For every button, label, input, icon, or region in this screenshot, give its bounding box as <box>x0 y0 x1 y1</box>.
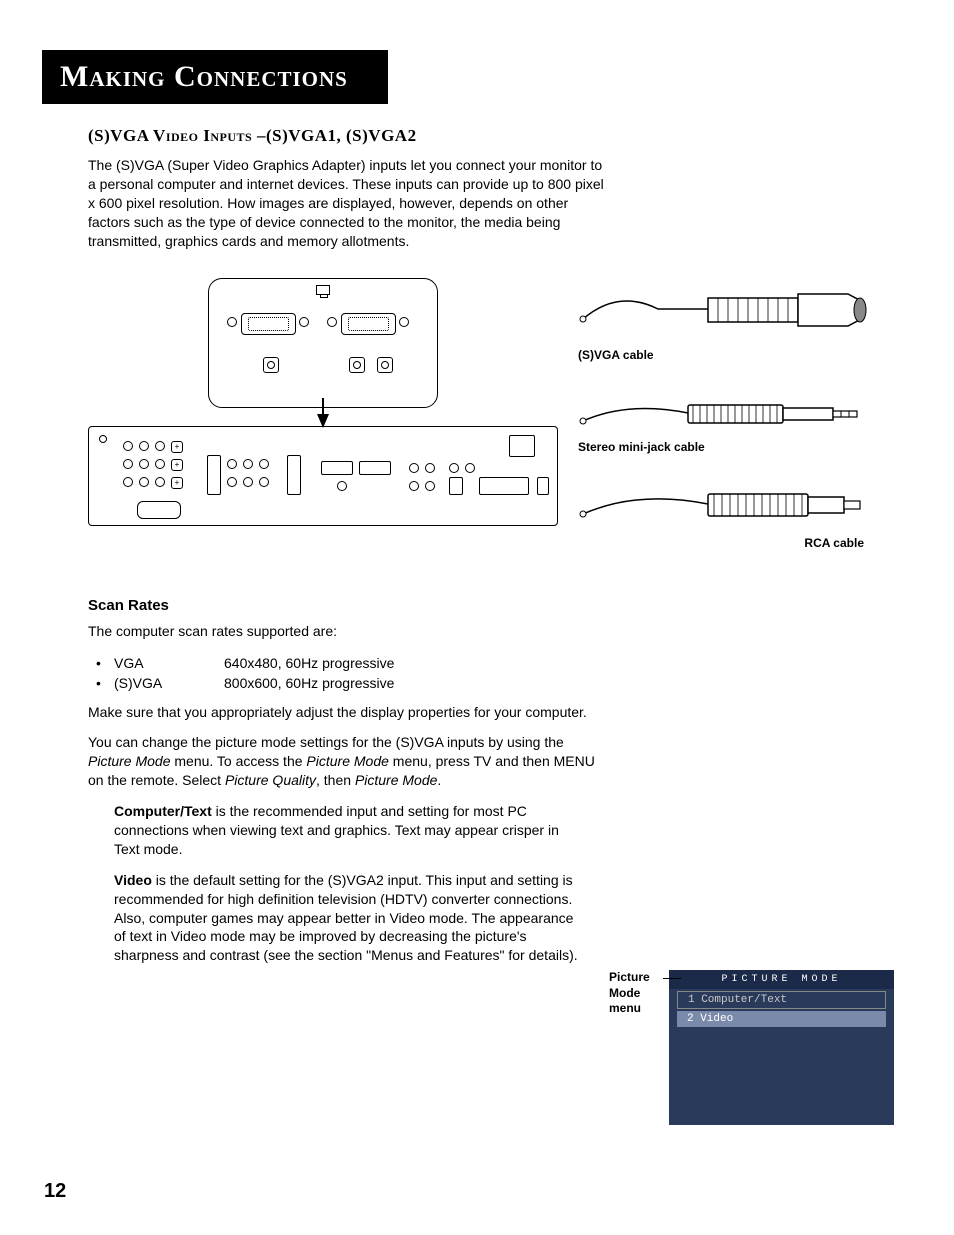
divider <box>207 455 221 495</box>
intro-paragraph: The (S)VGA (Super Video Graphics Adapter… <box>88 156 608 250</box>
audio-jack <box>377 357 393 373</box>
list-item: VGA640x480, 60Hz progressive <box>88 653 894 673</box>
divider <box>287 455 301 495</box>
chapter-title: Making Connections <box>60 60 348 93</box>
video-text-paragraph: Video is the default setting for the (S)… <box>88 871 588 965</box>
mini-vga-port <box>359 461 391 475</box>
computer-text-paragraph: Computer/Text is the recommended input a… <box>88 802 588 859</box>
screw-icon <box>327 317 337 327</box>
vga-port-1 <box>241 313 296 335</box>
osd-title: PICTURE MODE <box>669 970 894 989</box>
osd-screen: PICTURE MODE 1 Computer/Text 2 Video <box>669 970 894 1125</box>
port-group <box>479 477 529 495</box>
osd-item-video: 2 Video <box>677 1011 886 1027</box>
vga-port-2 <box>341 313 396 335</box>
audio-jack <box>349 357 365 373</box>
connection-diagram-row: + + + <box>88 278 894 578</box>
port-icon <box>449 477 463 495</box>
osd-side-label: Picture Mode menu <box>609 970 659 1017</box>
mini-vga-port <box>321 461 353 475</box>
page-number: 12 <box>44 1180 66 1203</box>
svga-cable-label: (S)VGA cable <box>578 348 894 362</box>
picture-mode-osd-group: Picture Mode menu PICTURE MODE 1 Compute… <box>609 970 894 1125</box>
rear-panel-diagram: + + + <box>88 426 558 526</box>
cable-legend: (S)VGA cable Stereo mini-jack cable <box>578 278 894 578</box>
picture-mode-intro: You can change the picture mode settings… <box>88 733 608 790</box>
monitor-icon <box>316 285 330 295</box>
scan-rates-heading: Scan Rates <box>88 597 894 614</box>
vga-input-panel <box>208 278 438 408</box>
section-heading: (S)VGA Video Inputs –(S)VGA1, (S)VGA2 <box>88 126 894 146</box>
osd-item-computer-text: 1 Computer/Text <box>677 991 886 1009</box>
chapter-banner: Making Connections <box>42 50 388 104</box>
audio-jack <box>263 357 279 373</box>
adjust-note: Make sure that you appropriately adjust … <box>88 703 608 722</box>
device-diagram: + + + <box>88 278 558 578</box>
screw-icon <box>399 317 409 327</box>
screw-icon <box>99 435 107 443</box>
scan-rates-list: VGA640x480, 60Hz progressive (S)VGA800x6… <box>88 653 894 693</box>
leader-line <box>663 978 681 979</box>
rca-cable-illustration: RCA cable <box>578 482 894 550</box>
stereo-cable-label: Stereo mini-jack cable <box>578 440 894 454</box>
port-icon <box>537 477 549 495</box>
stereo-cable-illustration: Stereo mini-jack cable <box>578 391 894 454</box>
card-slot-icon <box>509 435 535 457</box>
list-item: (S)VGA800x600, 60Hz progressive <box>88 673 894 693</box>
connector-icon <box>137 501 181 519</box>
scan-rates-intro: The computer scan rates supported are: <box>88 622 608 641</box>
rca-cable-label: RCA cable <box>578 536 864 550</box>
screw-icon <box>227 317 237 327</box>
screw-icon <box>299 317 309 327</box>
svga-cable-illustration: (S)VGA cable <box>578 284 894 362</box>
